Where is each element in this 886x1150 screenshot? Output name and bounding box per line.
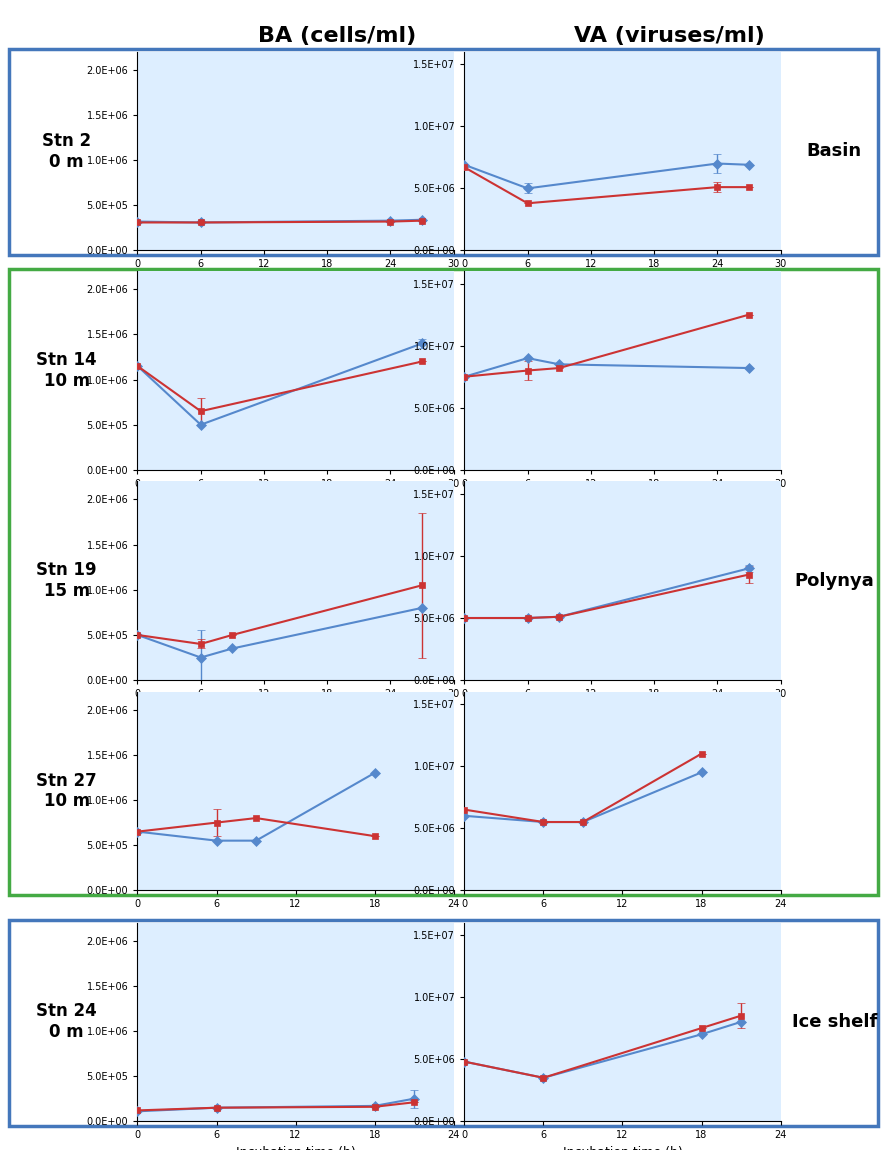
- Text: Basin: Basin: [805, 143, 861, 160]
- Text: Stn 24
0 m: Stn 24 0 m: [36, 1003, 97, 1041]
- Text: Ice shelf: Ice shelf: [790, 1013, 876, 1030]
- Text: Stn 19
15 m: Stn 19 15 m: [36, 561, 97, 600]
- X-axis label: Incubation time (h): Incubation time (h): [236, 1145, 355, 1150]
- Text: Stn 14
10 m: Stn 14 10 m: [36, 351, 97, 390]
- Text: Stn 2
0 m: Stn 2 0 m: [43, 132, 91, 170]
- Text: VA (viruses/ml): VA (viruses/ml): [573, 26, 765, 46]
- Text: Polynya: Polynya: [794, 572, 873, 590]
- Text: BA (cells/ml): BA (cells/ml): [258, 26, 416, 46]
- Text: Stn 27
10 m: Stn 27 10 m: [36, 772, 97, 811]
- X-axis label: Incubation time (h): Incubation time (h): [562, 1145, 681, 1150]
